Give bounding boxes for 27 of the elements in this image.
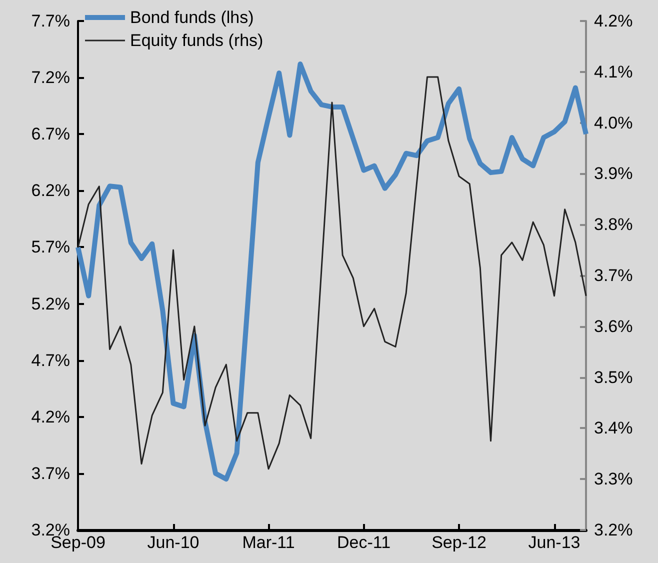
y-tick-label: 7.2% bbox=[31, 68, 70, 88]
y2-tick-label: 3.2% bbox=[594, 520, 633, 540]
y2-tick-label: 3.7% bbox=[594, 266, 633, 285]
x-tick-label: Jun-13 bbox=[528, 533, 580, 552]
y-tick-label: 6.7% bbox=[31, 124, 70, 144]
y-tick-label: 4.2% bbox=[31, 407, 70, 426]
x-tick-label: Dec-11 bbox=[336, 533, 391, 552]
y-tick-label: 7.7% bbox=[31, 12, 70, 30]
x-tick-label: Jun-10 bbox=[147, 533, 200, 552]
legend-label: Equity funds (rhs) bbox=[130, 31, 264, 50]
y-tick-label: 5.7% bbox=[31, 238, 70, 257]
y2-tick-label: 3.3% bbox=[594, 470, 633, 489]
y2-tick-label: 4.2% bbox=[594, 12, 633, 30]
y2-tick-label: 3.8% bbox=[594, 215, 633, 234]
y-tick-label: 6.2% bbox=[31, 181, 70, 200]
legend-label: Bond funds (lhs) bbox=[130, 8, 254, 27]
x-tick-label: Sep-12 bbox=[432, 533, 486, 552]
y2-tick-label: 4.0% bbox=[594, 113, 633, 132]
y2-tick-label: 3.9% bbox=[594, 164, 633, 184]
y-tick-label: 3.7% bbox=[31, 464, 70, 483]
y2-tick-label: 3.6% bbox=[594, 316, 633, 336]
y2-tick-label: 3.5% bbox=[594, 368, 633, 387]
y2-tick-label: 3.4% bbox=[594, 418, 633, 438]
y-tick-label: 5.2% bbox=[31, 294, 70, 314]
y2-tick-label: 4.1% bbox=[594, 62, 633, 82]
y-tick-label: 4.7% bbox=[31, 350, 70, 370]
x-tick-label: Mar-11 bbox=[242, 533, 295, 552]
